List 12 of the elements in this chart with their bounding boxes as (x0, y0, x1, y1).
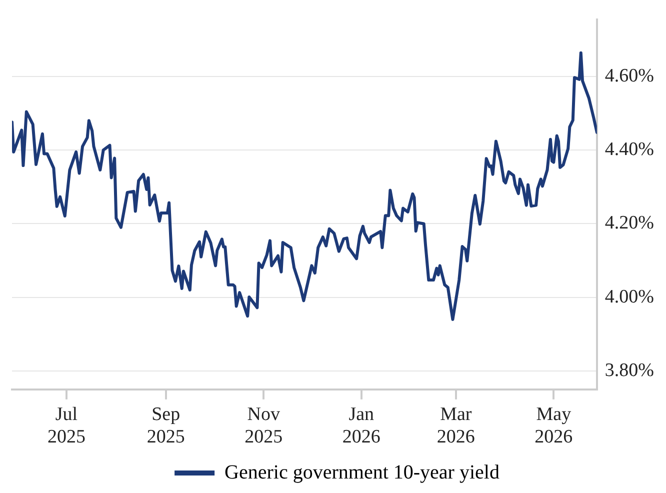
legend-label: Generic government 10-year yield (224, 461, 500, 484)
x-tick-label: Jul 2025 (47, 404, 86, 448)
y-tick-label: 4.20% (604, 212, 654, 234)
x-tick-label: Nov 2025 (244, 404, 283, 448)
y-tick-label: 4.00% (604, 286, 654, 308)
y-tick-label: 4.60% (604, 65, 654, 86)
x-tick-label: May 2026 (534, 404, 573, 448)
x-tick-label: Mar 2026 (436, 404, 475, 448)
y-tick-label: 3.80% (604, 360, 654, 381)
x-tick-label: Sep 2025 (146, 404, 185, 448)
x-tick-label: Jan 2026 (342, 404, 380, 448)
y-tick-label: 4.40% (604, 139, 654, 160)
